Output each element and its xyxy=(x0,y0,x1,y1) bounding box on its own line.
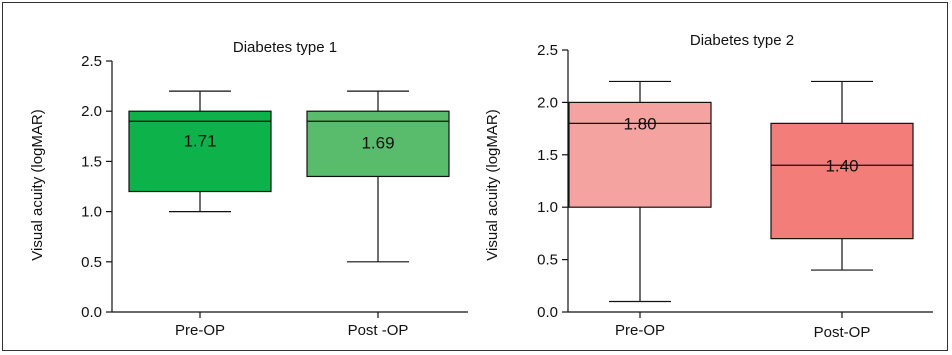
y-tick-label: 0.5 xyxy=(81,254,102,271)
box-mean-label: 1.71 xyxy=(183,131,216,150)
box-iqr xyxy=(129,111,271,191)
y-tick-label: 0.0 xyxy=(537,304,558,321)
x-tick-label: Post-OP xyxy=(814,324,871,341)
y-axis-label: Visual acuity (logMAR) xyxy=(29,109,46,260)
y-tick-label: 0.5 xyxy=(537,252,558,269)
y-tick-label: 1.0 xyxy=(81,204,102,221)
box-mean-label: 1.80 xyxy=(623,114,656,133)
box-mean-label: 1.69 xyxy=(361,133,394,152)
y-tick-label: 1.5 xyxy=(81,153,102,170)
y-tick-label: 1.0 xyxy=(537,199,558,216)
panel-diabetes-type-2: Diabetes type 2 Visual acuity (logMAR) P… xyxy=(484,32,933,341)
x-tick-label: Post -OP xyxy=(348,322,409,339)
y-tick-label: 2.5 xyxy=(81,53,102,70)
y-tick-label: 0.0 xyxy=(81,304,102,321)
x-tick-label: Pre-OP xyxy=(615,322,665,339)
y-tick-label: 2.0 xyxy=(81,103,102,120)
box-iqr xyxy=(771,123,913,238)
y-tick-label: 1.5 xyxy=(537,147,558,164)
panel-title: Diabetes type 2 xyxy=(690,32,794,49)
panel-diabetes-type-1: Diabetes type 1 Visual acuity (logMAR) P… xyxy=(29,39,468,339)
box-mean-label: 1.40 xyxy=(825,156,858,175)
y-tick-label: 2.5 xyxy=(537,42,558,59)
panel-title: Diabetes type 1 xyxy=(233,39,337,56)
y-tick-label: 2.0 xyxy=(537,94,558,111)
y-axis-label: Visual acuity (logMAR) xyxy=(484,109,501,260)
x-tick-label: Pre-OP xyxy=(175,322,225,339)
